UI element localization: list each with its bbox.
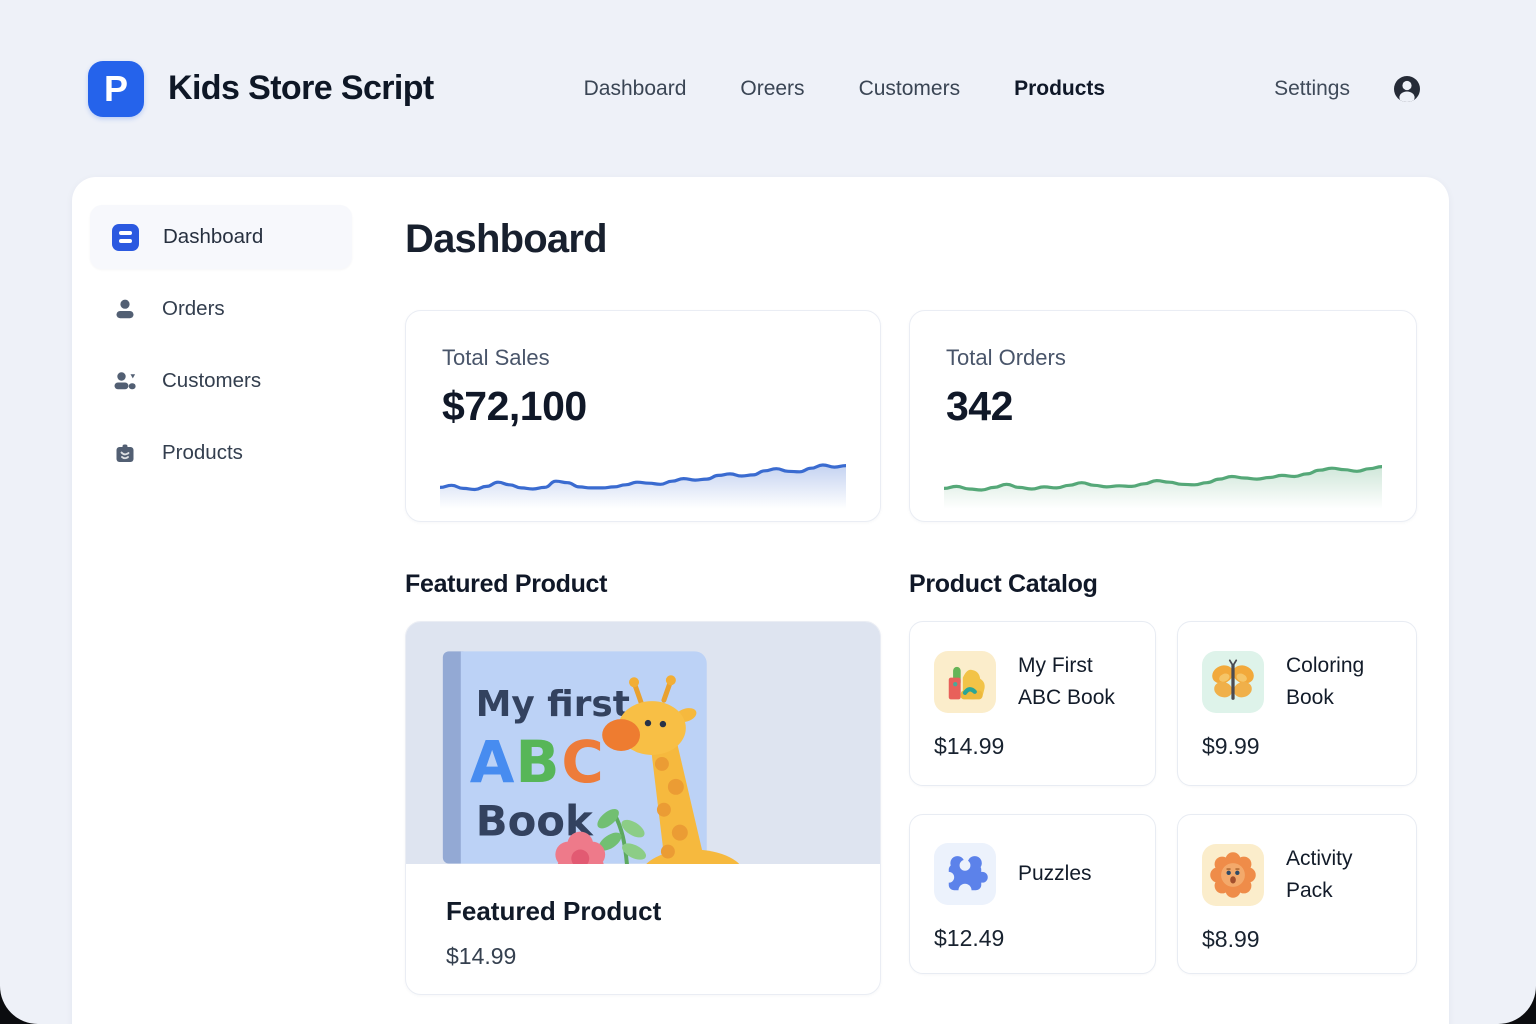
catalog-heading: Product Catalog bbox=[909, 570, 1098, 598]
product-price: $14.99 bbox=[934, 733, 1005, 759]
app-logo[interactable]: P bbox=[88, 60, 144, 117]
sidebar-item-dashboard[interactable]: Dashboard bbox=[90, 205, 352, 269]
page-title: Dashboard bbox=[405, 217, 608, 261]
total-sales-card: Total Sales $72,100 bbox=[405, 310, 881, 522]
dashboard-content: Dashboard Total Sales $72,100 bbox=[405, 217, 1417, 995]
sidebar-item-products[interactable]: Products bbox=[90, 421, 352, 485]
orders-sparkline bbox=[944, 443, 1382, 509]
book-letter-a: A bbox=[470, 728, 515, 796]
book-letter-c: C bbox=[561, 728, 603, 796]
stats-row: Total Sales $72,100 bbox=[405, 310, 1417, 522]
book-line1: My first bbox=[476, 684, 630, 725]
product-card-coloring-book[interactable]: Coloring Book $9.99 bbox=[1177, 621, 1417, 786]
featured-product-card[interactable]: My first A B C Book bbox=[405, 621, 881, 995]
sidebar-item-label: Products bbox=[162, 441, 243, 464]
product-title: Coloring Book bbox=[1286, 654, 1365, 709]
main-panel: Dashboard Orders Customers bbox=[72, 177, 1449, 1024]
stat-value: 342 bbox=[946, 383, 1013, 429]
sidebar-item-orders[interactable]: Orders bbox=[90, 277, 352, 341]
top-header: P Kids Store Script Dashboard Oreers Cus… bbox=[0, 0, 1536, 177]
featured-product-image: My first A B C Book bbox=[406, 622, 880, 864]
product-catalog: My First ABC Book $14.99 bbox=[909, 621, 1417, 995]
product-title: My First ABC Book bbox=[1018, 654, 1115, 709]
header-right: Settings bbox=[1274, 75, 1420, 102]
top-nav: Dashboard Oreers Customers Products bbox=[584, 77, 1105, 101]
sidebar-item-label: Customers bbox=[162, 369, 262, 392]
topnav-dashboard[interactable]: Dashboard bbox=[583, 76, 687, 100]
sales-sparkline bbox=[440, 443, 846, 509]
app-title: Kids Store Script bbox=[168, 69, 434, 107]
product-title: Activity Pack bbox=[1286, 847, 1353, 902]
sidebar-item-label: Orders bbox=[162, 297, 225, 320]
featured-info: Featured Product $14.99 bbox=[406, 864, 880, 970]
logo-letter: P bbox=[103, 67, 128, 109]
product-title: Puzzles bbox=[1018, 862, 1092, 886]
product-card-abc-book[interactable]: My First ABC Book $14.99 bbox=[909, 621, 1156, 786]
sidebar-item-label: Dashboard bbox=[163, 225, 264, 248]
product-price: $12.49 bbox=[934, 925, 1005, 951]
giraffe-illustration bbox=[602, 675, 740, 864]
product-price: $9.99 bbox=[1202, 733, 1260, 759]
product-price: $8.99 bbox=[1202, 926, 1260, 952]
puzzle-icon bbox=[934, 843, 996, 905]
sidebar: Dashboard Orders Customers bbox=[90, 205, 352, 493]
settings-link[interactable]: Settings bbox=[1274, 76, 1350, 100]
stat-label: Total Orders bbox=[946, 345, 1066, 370]
lion-icon bbox=[1202, 843, 1264, 906]
featured-heading: Featured Product bbox=[405, 570, 608, 598]
total-orders-card: Total Orders 342 bbox=[909, 310, 1417, 522]
product-card-puzzles[interactable]: Puzzles $12.49 bbox=[909, 814, 1156, 974]
cards-row: My first A B C Book bbox=[405, 621, 1417, 995]
stat-value: $72,100 bbox=[442, 383, 587, 429]
user-icon bbox=[116, 299, 134, 319]
featured-price: $14.99 bbox=[446, 943, 517, 969]
topnav-customers[interactable]: Customers bbox=[858, 76, 961, 100]
users-icon bbox=[114, 372, 136, 390]
user-circle-icon[interactable] bbox=[1394, 75, 1420, 102]
topnav-products[interactable]: Products bbox=[1014, 76, 1106, 100]
product-card-activity-pack[interactable]: Activity Pack $8.99 bbox=[1177, 814, 1417, 974]
sidebar-item-customers[interactable]: Customers bbox=[90, 349, 352, 413]
toys-icon bbox=[934, 650, 996, 713]
topnav-orders[interactable]: Oreers bbox=[740, 76, 805, 100]
dashboard-icon bbox=[112, 223, 139, 251]
stat-label: Total Sales bbox=[442, 345, 550, 370]
butterfly-icon bbox=[1202, 650, 1264, 713]
leaves-illustration bbox=[597, 808, 647, 864]
section-headings: Featured Product Product Catalog bbox=[405, 570, 1417, 599]
bag-icon bbox=[116, 444, 134, 462]
featured-title: Featured Product bbox=[446, 896, 662, 926]
flower-illustration bbox=[555, 831, 606, 864]
brand: P Kids Store Script bbox=[88, 60, 434, 117]
book-letter-b: B bbox=[516, 728, 560, 796]
